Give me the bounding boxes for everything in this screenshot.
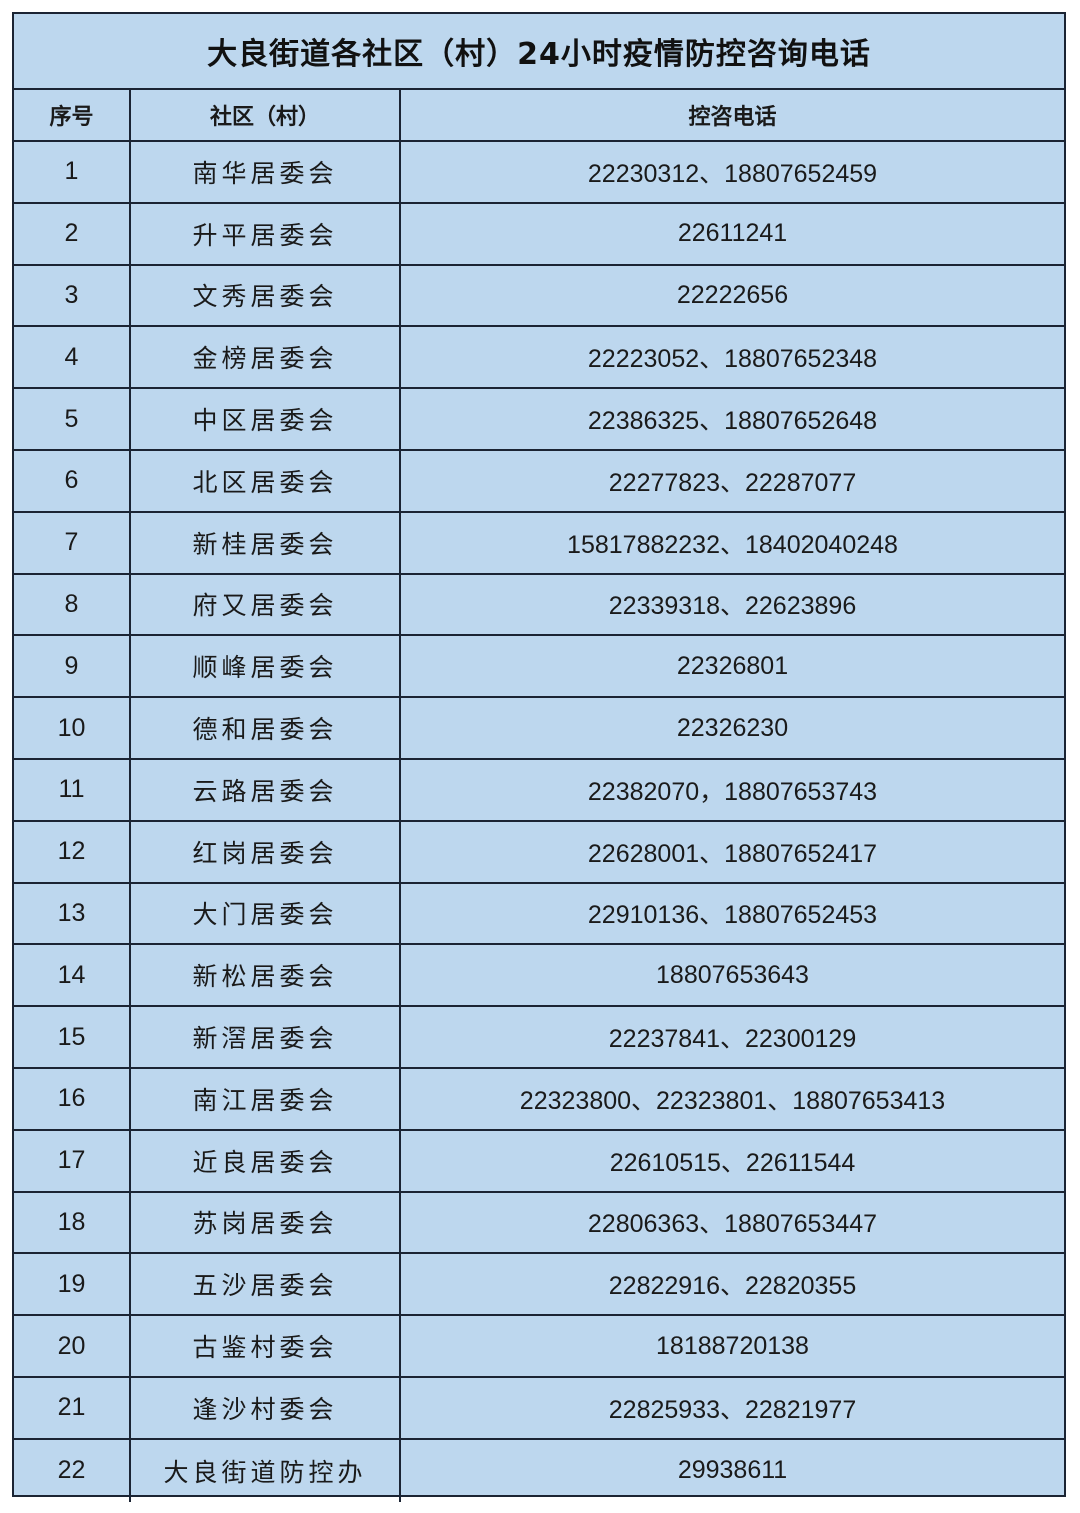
community-name: 新松居委会 <box>131 945 401 1006</box>
table-row: 22 大良街道防控办 29938611 <box>14 1439 1064 1502</box>
phone-numbers: 22825933、22821977 <box>608 1395 857 1424</box>
table-row: 1 南华居委会 22230312、18807652459 <box>14 142 1064 204</box>
community-name: 五沙居委会 <box>131 1254 401 1315</box>
row-number: 14 <box>14 945 131 1006</box>
community-name: 逢沙村委会 <box>131 1377 401 1438</box>
row-number: 17 <box>14 1130 131 1191</box>
table-row: 20 古鉴村委会 18188720138 <box>14 1316 1064 1378</box>
community-name: 大门居委会 <box>131 883 401 944</box>
row-number: 9 <box>14 636 131 697</box>
table-row: 16 南江居委会 22323800、22323801、18807653413 <box>14 1068 1064 1131</box>
row-number: 20 <box>14 1316 131 1376</box>
row-number: 8 <box>14 574 131 635</box>
row-number: 15 <box>14 1007 131 1067</box>
row-number: 7 <box>14 512 131 573</box>
table-row: 14 新松居委会 18807653643 <box>14 945 1064 1008</box>
phone-numbers: 29938611 <box>677 1456 788 1485</box>
phone-numbers: 22326230 <box>676 713 789 742</box>
table-row: 7 新桂居委会 15817882232、18402040248 <box>14 512 1064 575</box>
table-row: 8 府又居委会 22339318、22623896 <box>14 574 1064 637</box>
community-name: 南江居委会 <box>131 1068 401 1129</box>
table-row: 10 德和居委会 22326230 <box>14 698 1064 760</box>
table-row: 15 新滘居委会 22237841、22300129 <box>14 1007 1064 1069</box>
phone-table: 大良街道各社区（村）24小时疫情防控咨询电话 序号 社区（村） 控咨电话 1 南华… <box>12 12 1066 1502</box>
row-number: 18 <box>14 1192 131 1253</box>
table-row: 11 云路居委会 22382070，18807653743 <box>14 759 1064 822</box>
community-name: 近良居委会 <box>131 1130 401 1191</box>
community-name: 苏岗居委会 <box>131 1192 401 1253</box>
community-name: 府又居委会 <box>131 574 401 635</box>
table-row: 9 顺峰居委会 22326801 <box>14 636 1064 699</box>
phone-numbers: 22277823、22287077 <box>608 468 857 497</box>
row-number: 1 <box>14 142 131 202</box>
phone-numbers: 18188720138 <box>656 1331 809 1360</box>
header-community: 社区（村） <box>131 90 401 140</box>
phone-numbers: 22822916、22820355 <box>608 1272 857 1301</box>
table-row: 19 五沙居委会 22822916、22820355 <box>14 1254 1064 1317</box>
row-number: 22 <box>14 1439 131 1502</box>
community-name: 升平居委会 <box>131 203 401 264</box>
table-body: 1 南华居委会 22230312、18807652459 2 升平居委会 22611241… <box>14 142 1064 1502</box>
table-row: 2 升平居委会 22611241 <box>14 203 1064 266</box>
phone-numbers: 22628001、18807652417 <box>587 839 878 868</box>
phone-numbers: 22806363、18807653447 <box>587 1210 878 1239</box>
phone-numbers: 22222656 <box>676 280 789 309</box>
phone-numbers: 22386325、18807652648 <box>587 407 878 436</box>
phone-numbers: 22223052、18807652348 <box>587 345 878 374</box>
community-name: 南华居委会 <box>131 142 401 202</box>
community-name: 新桂居委会 <box>131 512 401 573</box>
table-row: 17 近良居委会 22610515、22611544 <box>14 1130 1064 1193</box>
phone-numbers: 22237841、22300129 <box>608 1025 857 1054</box>
header-number: 序号 <box>14 90 131 140</box>
phone-numbers: 15817882232、18402040248 <box>567 530 898 559</box>
community-name: 古鉴村委会 <box>131 1316 401 1376</box>
community-name: 顺峰居委会 <box>131 636 401 697</box>
row-number: 5 <box>14 389 131 449</box>
phone-numbers: 22611241 <box>677 219 788 248</box>
community-name: 大良街道防控办 <box>131 1439 401 1502</box>
table-title: 大良街道各社区（村）24小时疫情防控咨询电话 <box>14 14 1064 90</box>
row-number: 2 <box>14 203 131 264</box>
row-number: 12 <box>14 821 131 882</box>
community-name: 德和居委会 <box>131 698 401 758</box>
table-row: 4 金榜居委会 22223052、18807652348 <box>14 327 1064 390</box>
phone-numbers: 22610515、22611544 <box>609 1148 856 1177</box>
community-name: 北区居委会 <box>131 450 401 511</box>
row-number: 21 <box>14 1377 131 1438</box>
table-row: 18 苏岗居委会 22806363、18807653447 <box>14 1192 1064 1255</box>
table-row: 6 北区居委会 22277823、22287077 <box>14 450 1064 513</box>
row-number: 3 <box>14 265 131 326</box>
row-number: 4 <box>14 327 131 388</box>
table-row: 21 逢沙村委会 22825933、22821977 <box>14 1377 1064 1440</box>
header-phone: 控咨电话 <box>688 105 777 130</box>
community-name: 文秀居委会 <box>131 265 401 326</box>
table-row: 12 红岗居委会 22628001、18807652417 <box>14 821 1064 884</box>
row-number: 19 <box>14 1254 131 1315</box>
table-row: 3 文秀居委会 22222656 <box>14 265 1064 328</box>
community-name: 中区居委会 <box>131 389 401 449</box>
row-number: 13 <box>14 883 131 944</box>
community-name: 云路居委会 <box>131 759 401 820</box>
table-row: 5 中区居委会 22386325、18807652648 <box>14 389 1064 451</box>
phone-numbers: 22339318、22623896 <box>608 592 857 621</box>
phone-numbers: 18807653643 <box>656 960 809 989</box>
phone-numbers: 22230312、18807652459 <box>587 159 878 188</box>
phone-numbers: 22326801 <box>676 651 789 680</box>
table-row: 13 大门居委会 22910136、18807652453 <box>14 883 1064 946</box>
row-number: 16 <box>14 1068 131 1129</box>
community-name: 新滘居委会 <box>131 1007 401 1067</box>
community-name: 红岗居委会 <box>131 821 401 882</box>
row-number: 10 <box>14 698 131 758</box>
row-number: 6 <box>14 450 131 511</box>
row-number: 11 <box>14 759 131 820</box>
phone-numbers: 22323800、22323801、18807653413 <box>519 1086 946 1115</box>
community-name: 金榜居委会 <box>131 327 401 388</box>
header-row: 序号 社区（村） 控咨电话 <box>14 90 1064 142</box>
phone-numbers: 22910136、18807652453 <box>587 901 878 930</box>
phone-numbers: 22382070，18807653743 <box>587 777 878 806</box>
